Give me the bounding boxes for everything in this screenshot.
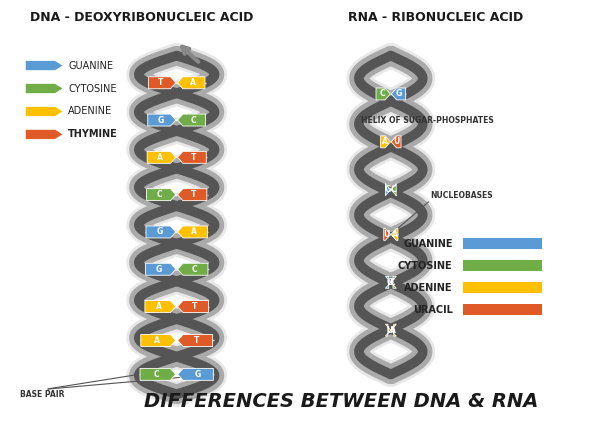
Text: A: A xyxy=(157,153,163,162)
Polygon shape xyxy=(384,228,391,240)
Polygon shape xyxy=(178,151,206,163)
Text: DNA - DEOXYRIBONUCLEIC ACID: DNA - DEOXYRIBONUCLEIC ACID xyxy=(30,11,254,24)
Polygon shape xyxy=(391,136,401,148)
Text: C: C xyxy=(157,190,163,199)
Polygon shape xyxy=(376,88,391,100)
Text: T: T xyxy=(191,153,196,162)
Text: U: U xyxy=(394,137,400,146)
Polygon shape xyxy=(25,61,63,71)
FancyBboxPatch shape xyxy=(463,260,542,271)
Text: U: U xyxy=(384,230,390,239)
Polygon shape xyxy=(145,263,176,275)
Polygon shape xyxy=(391,228,398,240)
Polygon shape xyxy=(178,114,206,126)
Text: C: C xyxy=(380,89,385,98)
Polygon shape xyxy=(178,189,207,201)
Polygon shape xyxy=(178,263,208,275)
Polygon shape xyxy=(391,88,406,100)
Polygon shape xyxy=(178,226,208,238)
Text: A: A xyxy=(154,336,160,345)
Text: C: C xyxy=(153,370,159,379)
Polygon shape xyxy=(147,151,176,163)
Text: G: G xyxy=(194,370,200,379)
Text: U: U xyxy=(386,326,392,335)
Text: G: G xyxy=(385,185,391,194)
Polygon shape xyxy=(148,114,176,126)
Text: C: C xyxy=(389,278,395,287)
Polygon shape xyxy=(146,189,176,201)
Polygon shape xyxy=(385,184,391,196)
Text: URACIL: URACIL xyxy=(413,304,452,315)
Text: A: A xyxy=(156,302,162,311)
Text: T: T xyxy=(191,190,196,199)
Text: A: A xyxy=(382,137,388,146)
Text: GUANINE: GUANINE xyxy=(68,61,113,71)
Text: A: A xyxy=(392,230,398,239)
Text: C: C xyxy=(191,265,197,274)
Text: RNA - RIBONUCLEIC ACID: RNA - RIBONUCLEIC ACID xyxy=(348,11,523,24)
Text: G: G xyxy=(396,89,402,98)
Polygon shape xyxy=(25,83,63,93)
Polygon shape xyxy=(385,324,391,336)
Text: T: T xyxy=(158,78,163,87)
FancyBboxPatch shape xyxy=(463,282,542,293)
Text: THYMINE: THYMINE xyxy=(68,129,118,139)
Text: T: T xyxy=(192,302,197,311)
Polygon shape xyxy=(140,369,176,381)
Polygon shape xyxy=(385,276,391,288)
Polygon shape xyxy=(178,77,205,89)
Text: C: C xyxy=(391,185,397,194)
Polygon shape xyxy=(178,301,208,313)
Text: G: G xyxy=(157,116,164,125)
Polygon shape xyxy=(391,276,396,288)
Text: A: A xyxy=(389,326,395,335)
Text: HELIX OF SUGAR-PHOSPHATES: HELIX OF SUGAR-PHOSPHATES xyxy=(361,116,494,125)
Polygon shape xyxy=(25,129,63,139)
Polygon shape xyxy=(391,324,396,336)
Text: G: G xyxy=(386,278,393,287)
Text: DIFFERENCES BETWEEN DNA & RNA: DIFFERENCES BETWEEN DNA & RNA xyxy=(144,392,538,411)
Text: GUANINE: GUANINE xyxy=(403,239,452,249)
Text: BASE PAIR: BASE PAIR xyxy=(20,390,65,399)
Text: NUCLEOBASES: NUCLEOBASES xyxy=(431,190,493,200)
Text: ADENINE: ADENINE xyxy=(404,283,452,293)
Text: T: T xyxy=(194,336,200,345)
Text: C: C xyxy=(190,116,196,125)
Polygon shape xyxy=(146,226,176,238)
Text: CYTOSINE: CYTOSINE xyxy=(68,83,116,93)
Text: ADENINE: ADENINE xyxy=(68,106,112,117)
Polygon shape xyxy=(178,369,214,381)
Text: CYTOSINE: CYTOSINE xyxy=(398,261,452,271)
FancyBboxPatch shape xyxy=(463,304,542,315)
Polygon shape xyxy=(380,136,391,148)
Polygon shape xyxy=(148,77,176,89)
Text: G: G xyxy=(156,265,162,274)
Polygon shape xyxy=(145,301,176,313)
Polygon shape xyxy=(391,184,397,196)
FancyBboxPatch shape xyxy=(463,238,542,249)
Text: A: A xyxy=(190,78,196,87)
Text: G: G xyxy=(156,227,163,236)
Polygon shape xyxy=(178,335,212,347)
Polygon shape xyxy=(25,107,63,117)
Polygon shape xyxy=(141,335,176,347)
Text: A: A xyxy=(191,227,197,236)
